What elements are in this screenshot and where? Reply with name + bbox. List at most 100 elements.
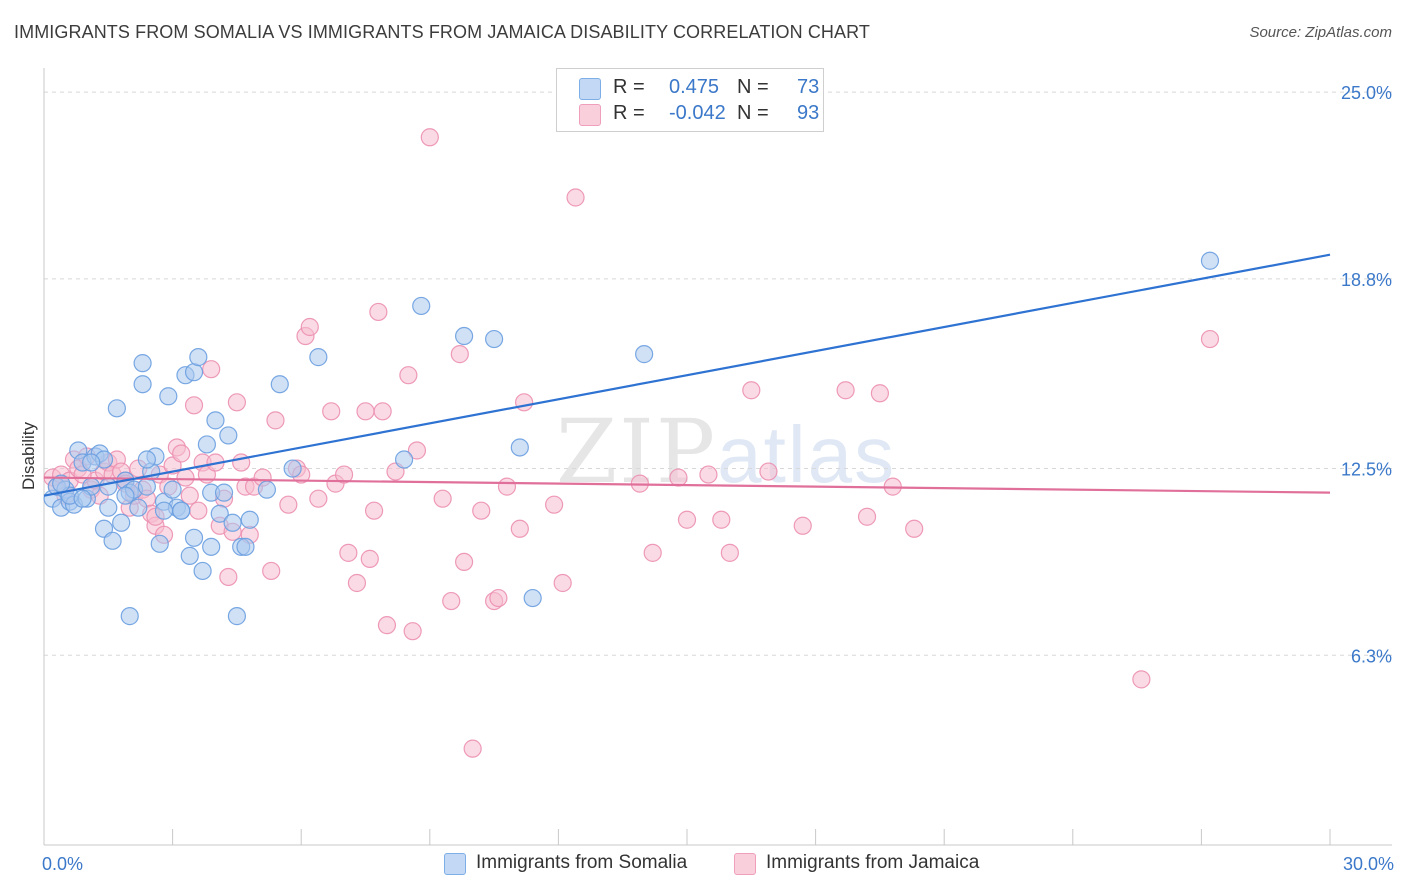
jamaica-r-label: R = (613, 102, 645, 124)
jamaica-point (643, 543, 662, 562)
jamaica-point (669, 468, 688, 487)
jamaica-point (472, 501, 491, 520)
y-tick-label: 18.8% (1341, 270, 1392, 290)
somalia-r-value: 0.475 (669, 76, 720, 98)
jamaica-point (545, 495, 564, 514)
jamaica-point (322, 402, 341, 421)
somalia-point (103, 531, 122, 550)
somalia-point (99, 477, 118, 496)
jamaica-point (463, 739, 482, 758)
somalia-n-value: 73 (797, 76, 820, 98)
jamaica-point (454, 552, 474, 572)
somalia-point (129, 498, 148, 517)
y-tick-label: 25.0% (1341, 83, 1392, 103)
somalia-point (485, 329, 504, 349)
jamaica-point (870, 384, 890, 403)
somalia-point (257, 480, 277, 499)
y-tick-labels: 6.3% 12.5% 18.8% 25.0% (1341, 83, 1392, 666)
jamaica-point (279, 495, 298, 514)
jamaica-r-value: -0.042 (669, 102, 726, 124)
jamaica-point (364, 501, 384, 520)
jamaica-n-value: 93 (797, 102, 820, 124)
jamaica-point (266, 411, 285, 430)
somalia-points (43, 251, 1220, 626)
jamaica-point (566, 188, 585, 207)
gridlines (44, 91, 1392, 656)
jamaica-point (227, 393, 246, 412)
somalia-point (240, 510, 259, 529)
jamaica-point (720, 543, 739, 562)
somalia-point (180, 546, 199, 565)
jamaica-point (309, 489, 328, 508)
somalia-point (107, 399, 126, 418)
jamaica-point (334, 465, 354, 484)
jamaica-point (857, 507, 877, 526)
jamaica-point (356, 402, 375, 421)
y-axis-title: Disability (19, 421, 38, 490)
somalia-point (133, 375, 152, 394)
jamaica-point (347, 573, 367, 593)
jamaica-point (420, 128, 439, 147)
jamaica-point (742, 381, 761, 400)
somalia-point (219, 426, 238, 445)
jamaica-point (184, 396, 204, 415)
somalia-point (189, 348, 208, 367)
somalia-point (82, 453, 101, 472)
y-tick-label: 6.3% (1351, 646, 1392, 666)
somalia-point (1200, 251, 1220, 270)
somalia-point (193, 561, 212, 581)
jamaica-point (176, 468, 195, 487)
jamaica-point (836, 381, 855, 400)
source-credit: Source: ZipAtlas.com (1249, 24, 1392, 41)
somalia-point (236, 537, 255, 556)
jamaica-point (219, 567, 238, 587)
somalia-point (270, 375, 289, 394)
somalia-point (412, 296, 431, 316)
jamaica-point (450, 345, 469, 364)
somalia-point (159, 387, 178, 406)
somalia-point (137, 450, 156, 469)
jamaica-point (905, 519, 924, 538)
jamaica-n-label: N = (737, 102, 769, 124)
jamaica-point (339, 543, 358, 562)
somalia-point (163, 480, 182, 499)
jamaica-point (407, 441, 427, 460)
jamaica-point (189, 501, 208, 520)
jamaica-point (180, 486, 199, 505)
somalia-point (214, 483, 234, 502)
x-tick-label-min: 0.0% (42, 854, 83, 874)
jamaica-point (262, 561, 281, 581)
x-tick-label-max: 30.0% (1343, 854, 1394, 874)
somalia-point (73, 489, 92, 508)
jamaica-point (489, 588, 508, 608)
jamaica-point (515, 393, 534, 412)
somalia-point (133, 354, 152, 373)
axes (43, 68, 1392, 846)
somalia-point (99, 498, 118, 517)
jamaica-point (793, 516, 812, 535)
somalia-point (227, 607, 246, 626)
somalia-point (394, 450, 414, 469)
somalia-point (172, 501, 191, 520)
somalia-point (223, 513, 242, 532)
jamaica-point (442, 591, 461, 611)
x-ticks (43, 829, 1331, 845)
y-tick-label: 12.5% (1341, 460, 1392, 480)
jamaica-point (1200, 329, 1220, 349)
jamaica-point (202, 360, 221, 379)
jamaica-point (377, 616, 397, 635)
stats-legend: R = 0.475 N = 73 R = -0.042 N = 93 (556, 68, 824, 132)
somalia-point (116, 486, 135, 505)
jamaica-point (759, 462, 778, 481)
somalia-point (197, 435, 216, 454)
jamaica-point (369, 302, 388, 322)
somalia-point (523, 588, 542, 608)
somalia-point (154, 501, 174, 520)
somalia-point (150, 534, 169, 553)
chart-title: IMMIGRANTS FROM SOMALIA VS IMMIGRANTS FR… (14, 22, 870, 42)
somalia-point (137, 477, 156, 496)
jamaica-legend-label: Immigrants from Jamaica (766, 852, 980, 873)
somalia-point (206, 411, 225, 430)
trend-lines (43, 253, 1331, 497)
